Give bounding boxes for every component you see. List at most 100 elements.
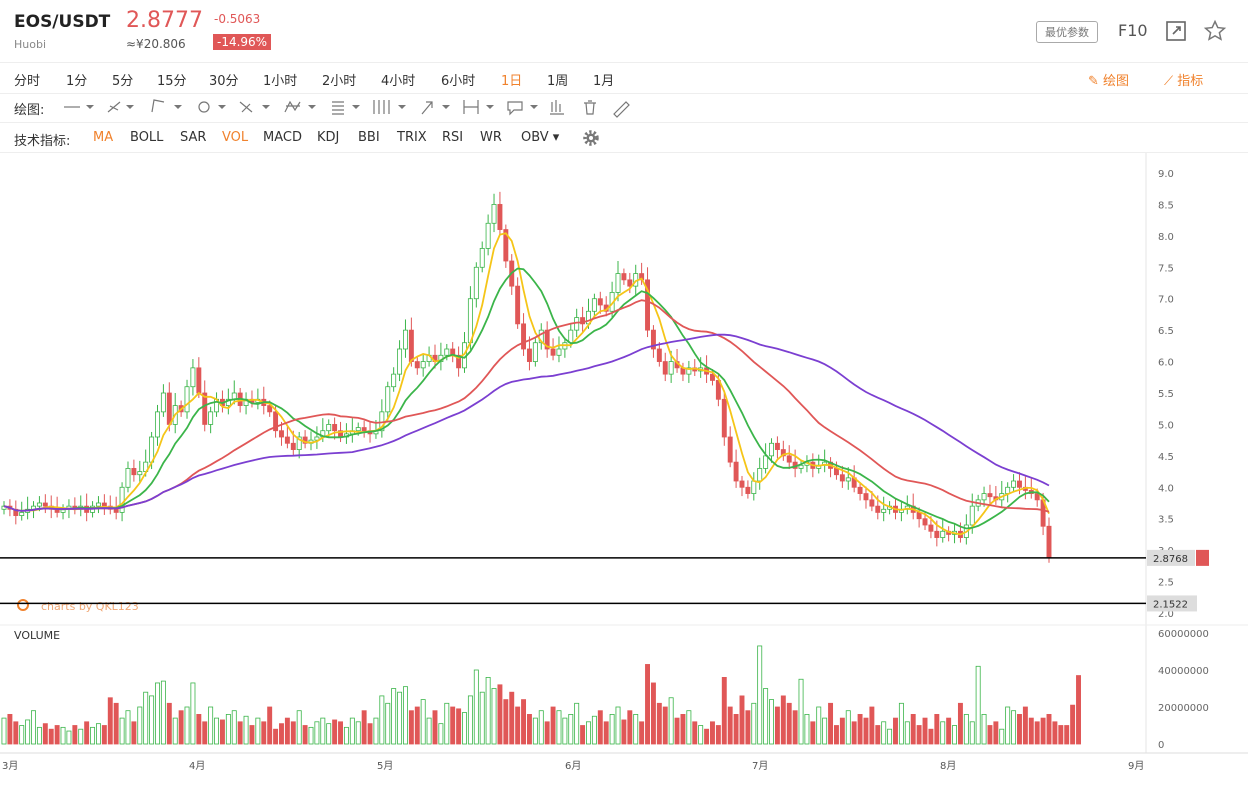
volume-bar [1034, 721, 1040, 745]
chevron-down-icon[interactable] [442, 105, 450, 109]
divider [0, 93, 1248, 94]
indicator-rsi[interactable]: RSI [442, 130, 464, 145]
draw-button[interactable]: ✎ 绘图 [1088, 70, 1129, 89]
chevron-down-icon[interactable] [530, 105, 538, 109]
timeframe-0[interactable]: 分时 [14, 74, 41, 89]
volume-bar [367, 723, 373, 745]
volume-bar [31, 710, 36, 745]
timeframe-5[interactable]: 1小时 [263, 74, 298, 89]
volume-bar [202, 721, 208, 745]
price-chart[interactable]: 9.08.58.07.57.06.56.05.55.04.54.03.53.02… [0, 153, 1248, 788]
volume-bar [7, 714, 13, 745]
exchange-name: Huobi [14, 38, 47, 51]
best-param-button[interactable]: 最优参数 [1036, 21, 1098, 43]
pair-title[interactable]: EOS/USDT [14, 12, 111, 32]
volume-bar [562, 717, 568, 745]
chevron-down-icon[interactable] [398, 105, 406, 109]
month-tick-label: 9月 [1128, 760, 1144, 772]
delete-tool-icon[interactable] [584, 100, 596, 115]
candle-body [763, 455, 769, 469]
pattern-tool-icon[interactable] [284, 100, 301, 113]
timeframe-6[interactable]: 2小时 [322, 74, 357, 89]
volume-bar [521, 699, 527, 745]
chevron-down-icon[interactable] [218, 105, 226, 109]
timeframe-10[interactable]: 1周 [547, 74, 569, 89]
chart-line-icon: ⟋ [1164, 74, 1174, 89]
settings-gear-icon[interactable] [582, 129, 600, 147]
timeframe-1[interactable]: 1分 [66, 74, 88, 89]
cross-tool-icon[interactable] [239, 101, 253, 113]
indicator-vol[interactable]: VOL [222, 130, 249, 145]
volume-bar [338, 721, 343, 745]
chevron-down-icon[interactable] [174, 105, 182, 109]
timeframe-3[interactable]: 15分 [157, 74, 187, 89]
timeframe-4[interactable]: 30分 [209, 74, 239, 89]
volume-bar [231, 710, 237, 745]
ray-tool-icon[interactable] [107, 101, 121, 113]
chevron-down-icon[interactable] [86, 105, 94, 109]
candle-body [113, 508, 119, 513]
price-lines: 2.8768 2.1522 [0, 549, 1209, 612]
volume-bar [833, 725, 839, 745]
pen-tool-icon[interactable] [613, 101, 630, 118]
chevron-down-icon[interactable] [308, 105, 316, 109]
fullscreen-icon[interactable] [1164, 19, 1188, 43]
arrow-tool-icon[interactable] [421, 101, 433, 115]
indicator-obv[interactable]: OBV ▾ [521, 130, 560, 145]
chevron-down-icon[interactable] [352, 105, 360, 109]
candle-body [1046, 525, 1052, 559]
timeframe-2[interactable]: 5分 [112, 74, 134, 89]
volume-bar [987, 725, 993, 745]
current-price-marker [1196, 549, 1209, 566]
indicator-wr[interactable]: WR [480, 130, 502, 145]
volume-bar [586, 721, 591, 745]
indicator-trix[interactable]: TRIX [397, 130, 427, 145]
timeframe-8[interactable]: 6小时 [441, 74, 476, 89]
volume-bar [751, 702, 757, 745]
candle-body [1011, 480, 1017, 488]
chevron-down-icon[interactable] [126, 105, 134, 109]
volume-bar [1064, 725, 1070, 745]
indicator-button[interactable]: ⟋ 指标 [1164, 70, 1203, 89]
chevron-down-icon[interactable] [262, 105, 270, 109]
gann-tool-icon[interactable] [373, 100, 390, 114]
channel-tool-icon[interactable] [151, 99, 165, 113]
indicator-bbi[interactable]: BBI [358, 130, 380, 145]
volume-bar [373, 717, 379, 745]
bar-tool-icon[interactable] [550, 100, 564, 115]
timeframe-11[interactable]: 1月 [593, 74, 615, 89]
indicator-kdj[interactable]: KDJ [317, 130, 340, 145]
timeframe-7[interactable]: 4小时 [381, 74, 416, 89]
candle-body [521, 323, 527, 350]
indicator-boll[interactable]: BOLL [130, 130, 164, 145]
candle-body [503, 229, 509, 262]
indicator-ma[interactable]: MA [93, 130, 114, 145]
indicator-macd[interactable]: MACD [263, 130, 302, 145]
volume-bar [178, 710, 184, 745]
volume-bar [155, 682, 160, 745]
timeframe-9[interactable]: 1日 [501, 74, 523, 89]
volume-bar [261, 721, 267, 745]
volume-bar [816, 706, 822, 745]
circle-tool-icon[interactable] [198, 101, 210, 113]
volume-bar [48, 728, 54, 745]
candle-body [550, 348, 556, 356]
price-tick-label: 8.0 [1158, 232, 1174, 243]
candle-body [928, 524, 934, 532]
volume-tick-label: 0 [1158, 740, 1164, 751]
star-icon[interactable] [1203, 19, 1227, 43]
volume-bar [645, 664, 650, 745]
volume-bar [556, 710, 562, 745]
indicator-sar[interactable]: SAR [180, 130, 207, 145]
candle-body [591, 298, 597, 312]
range-tool-icon[interactable] [463, 100, 479, 114]
note-tool-icon[interactable] [507, 101, 523, 116]
volume-bar [391, 688, 397, 745]
fib-tool-icon[interactable] [332, 101, 344, 115]
candle-body [656, 348, 662, 362]
chevron-down-icon[interactable] [486, 105, 494, 109]
volume-bar [609, 714, 615, 745]
f10-button[interactable]: F10 [1118, 21, 1148, 40]
volume-bar [432, 710, 438, 745]
candle-body [1034, 493, 1040, 501]
